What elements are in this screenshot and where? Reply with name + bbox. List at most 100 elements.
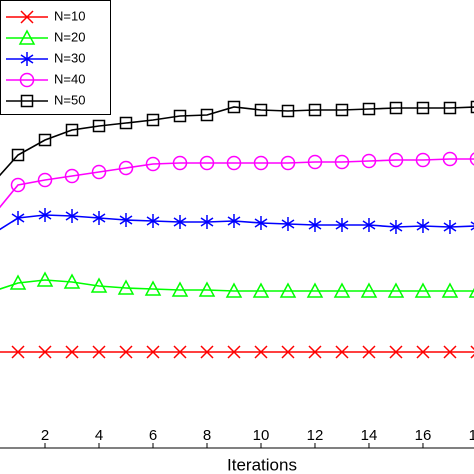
marker xyxy=(362,218,376,232)
marker xyxy=(200,108,214,122)
marker xyxy=(200,215,214,229)
marker xyxy=(279,282,297,298)
marker xyxy=(469,152,474,166)
marker xyxy=(65,209,79,223)
marker xyxy=(199,155,215,171)
marker xyxy=(307,154,323,170)
marker xyxy=(470,221,474,231)
marker xyxy=(38,133,52,147)
marker xyxy=(442,151,458,167)
legend-label: N=30 xyxy=(54,50,85,65)
legend-label: N=10 xyxy=(54,8,85,23)
marker xyxy=(360,282,378,298)
marker xyxy=(146,345,160,359)
marker xyxy=(19,72,35,88)
marker xyxy=(226,155,242,171)
marker xyxy=(92,211,106,225)
marker xyxy=(64,168,80,184)
marker xyxy=(306,282,324,298)
marker xyxy=(253,155,269,171)
marker xyxy=(227,214,241,228)
marker xyxy=(173,215,187,229)
line xyxy=(0,214,474,231)
marker xyxy=(334,154,350,170)
marker xyxy=(20,10,34,24)
marker xyxy=(90,277,108,293)
marker xyxy=(11,148,25,162)
marker xyxy=(389,101,403,115)
marker xyxy=(119,116,133,130)
marker xyxy=(335,103,349,117)
x-tick-label: 10 xyxy=(253,427,270,444)
marker xyxy=(65,345,79,359)
marker xyxy=(9,274,27,290)
marker xyxy=(389,345,403,359)
marker xyxy=(308,345,322,359)
marker xyxy=(63,273,81,289)
marker xyxy=(254,216,268,230)
x-tick-label: 2 xyxy=(41,427,49,444)
marker xyxy=(281,104,295,118)
marker xyxy=(20,94,34,108)
marker xyxy=(468,287,474,298)
marker xyxy=(173,345,187,359)
marker xyxy=(443,101,457,115)
marker xyxy=(227,100,241,114)
marker xyxy=(146,214,160,228)
line xyxy=(0,106,474,177)
marker xyxy=(441,282,459,298)
x-axis-label: Iterations xyxy=(227,455,297,474)
marker xyxy=(416,101,430,115)
marker xyxy=(335,218,349,232)
marker xyxy=(198,281,216,297)
marker xyxy=(414,282,432,298)
x-tick-label: 12 xyxy=(307,427,324,444)
marker xyxy=(92,119,106,133)
marker xyxy=(416,345,430,359)
marker xyxy=(10,177,26,193)
marker xyxy=(119,345,133,359)
marker xyxy=(20,52,34,66)
marker xyxy=(144,280,162,296)
x-tick-label: 18 xyxy=(469,427,474,444)
marker xyxy=(281,217,295,231)
marker xyxy=(145,156,161,172)
marker xyxy=(200,345,214,359)
marker xyxy=(281,345,295,359)
marker xyxy=(415,152,431,168)
marker xyxy=(38,208,52,222)
marker xyxy=(118,160,134,176)
marker xyxy=(308,218,322,232)
marker xyxy=(37,172,53,188)
marker xyxy=(11,345,25,359)
legend-label: N=20 xyxy=(54,29,85,44)
x-tick-label: 6 xyxy=(149,427,157,444)
marker xyxy=(387,282,405,298)
x-tick-label: 8 xyxy=(203,427,211,444)
marker xyxy=(361,153,377,169)
line xyxy=(0,279,474,292)
marker xyxy=(225,282,243,298)
marker xyxy=(443,220,457,234)
marker xyxy=(227,345,241,359)
marker xyxy=(173,109,187,123)
marker xyxy=(18,29,36,45)
x-tick-label: 16 xyxy=(415,427,432,444)
line xyxy=(0,158,474,209)
marker xyxy=(146,113,160,127)
marker xyxy=(362,345,376,359)
marker xyxy=(416,219,430,233)
marker xyxy=(11,211,25,225)
marker xyxy=(38,345,52,359)
marker xyxy=(443,345,457,359)
legend-label: N=50 xyxy=(54,92,85,107)
marker xyxy=(171,281,189,297)
marker xyxy=(333,282,351,298)
legend: N=10 N=20 N=30 N=40 N=50 xyxy=(0,0,111,115)
marker xyxy=(254,103,268,117)
marker xyxy=(117,279,135,295)
x-tick-label: 14 xyxy=(361,427,378,444)
legend-box xyxy=(0,0,111,115)
x-tick-label: 4 xyxy=(95,427,103,444)
